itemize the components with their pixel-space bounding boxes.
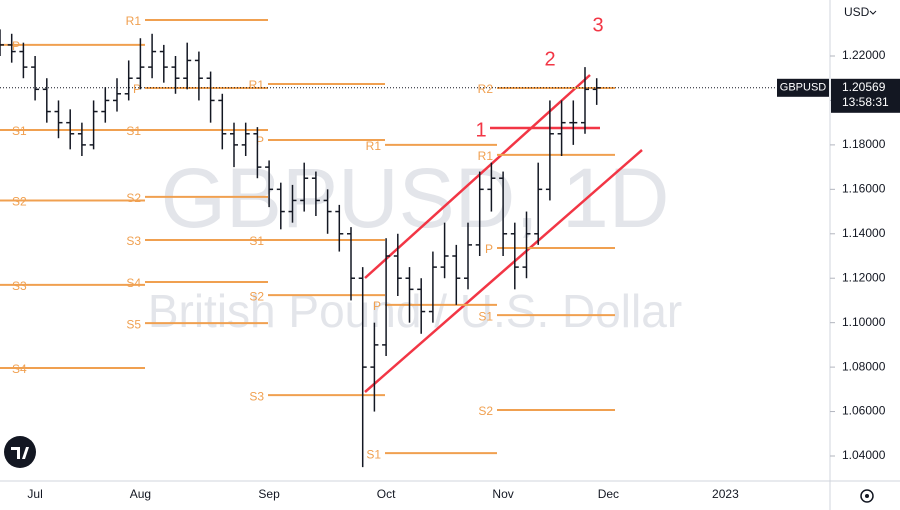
- pivot-label: P: [373, 299, 381, 313]
- pivot-label: S4: [12, 362, 27, 376]
- pivot-label: S4: [126, 276, 141, 290]
- annotation: 2: [544, 48, 555, 70]
- x-tick-label: Sep: [258, 487, 280, 501]
- currency[interactable]: USD: [844, 5, 870, 19]
- pivot-label: S1: [126, 124, 141, 138]
- pivot-label: S3: [249, 389, 264, 403]
- x-tick-label: Aug: [130, 487, 151, 501]
- pivot-label: S1: [366, 447, 381, 461]
- countdown: 13:58:31: [842, 95, 889, 109]
- pivot-label: S1: [249, 234, 264, 248]
- logo-mark: [11, 447, 29, 459]
- y-tick-label: 1.14000: [842, 226, 886, 240]
- settings-icon[interactable]: [860, 489, 874, 503]
- pivot-label: S1: [478, 309, 493, 323]
- pivot-label: P: [133, 82, 141, 96]
- x-tick-label: Dec: [598, 487, 619, 501]
- x-tick-label: Jul: [27, 487, 42, 501]
- pivot-label: P: [485, 242, 493, 256]
- pivot-label: R1: [126, 14, 142, 28]
- watermark-subtitle: British Pound / U.S. Dollar: [148, 285, 682, 337]
- y-tick-label: 1.08000: [842, 359, 886, 373]
- x-tick-label: 2023: [712, 487, 739, 501]
- last-price: 1.20569: [842, 80, 886, 94]
- pivot-label: R2: [478, 82, 494, 96]
- currency-caret: [869, 10, 877, 15]
- pivot-label: S5: [126, 317, 141, 331]
- symbol-tag: [777, 78, 829, 97]
- annotation: 3: [592, 14, 603, 36]
- pivot-label: S2: [478, 404, 493, 418]
- price-tag: [831, 78, 900, 113]
- pivot-label: R1: [478, 149, 494, 163]
- pivot-label: P: [256, 134, 264, 148]
- x-tick-label: Oct: [377, 487, 396, 501]
- pivot-label: R1: [366, 139, 382, 153]
- pivot-label: R1: [249, 78, 265, 92]
- pivot-label: S2: [249, 289, 264, 303]
- y-tick-label: 1.16000: [842, 182, 886, 196]
- y-tick-label: 1.04000: [842, 448, 886, 462]
- y-tick-label: 1.18000: [842, 137, 886, 151]
- y-tick-label: 1.10000: [842, 315, 886, 329]
- y-tick-label: 1.12000: [842, 270, 886, 284]
- pivot-label: S1: [12, 124, 27, 138]
- pivot-label: P: [12, 39, 20, 53]
- x-tick-label: Nov: [492, 487, 513, 501]
- y-tick-label: 1.06000: [842, 404, 886, 418]
- pivot-label: S2: [126, 191, 141, 205]
- pivot-label: S3: [12, 279, 27, 293]
- y-tick-label: 1.22000: [842, 48, 886, 62]
- annotation: 1: [475, 119, 486, 141]
- channel: [364, 74, 643, 393]
- pivot-label: S2: [12, 195, 27, 209]
- symbol: GBPUSD: [780, 82, 827, 94]
- watermark: GBPUSD, 1D: [161, 151, 670, 245]
- pivot-label: S3: [126, 234, 141, 248]
